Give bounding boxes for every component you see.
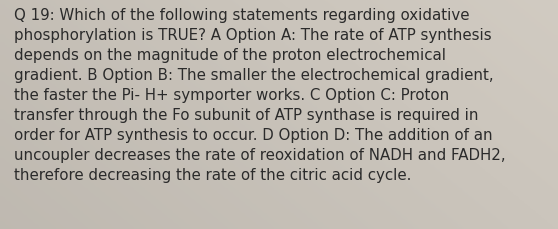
- Text: Q 19: Which of the following statements regarding oxidative
phosphorylation is T: Q 19: Which of the following statements …: [14, 8, 506, 183]
